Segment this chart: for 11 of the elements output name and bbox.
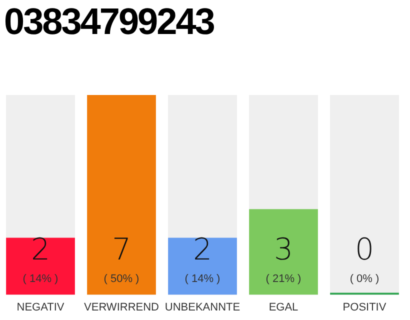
x-tick-label: EGAL bbox=[268, 301, 298, 314]
x-tick-label: NEGATIV bbox=[16, 301, 65, 314]
data-label: 0 ( 0% ) bbox=[350, 232, 380, 285]
x-tick-label: POSITIV bbox=[342, 301, 387, 314]
data-label: 3 ( 21% ) bbox=[266, 232, 302, 285]
data-label: 2 ( 14% ) bbox=[184, 232, 220, 285]
data-label: 7 ( 50% ) bbox=[104, 232, 140, 285]
data-label: 2 ( 14% ) bbox=[22, 232, 58, 285]
chart-title: 03834799243 bbox=[4, 0, 214, 44]
x-tick-label: UNBEKANNTE bbox=[164, 301, 240, 314]
x-tick-label: VERWIRREND bbox=[84, 301, 160, 314]
